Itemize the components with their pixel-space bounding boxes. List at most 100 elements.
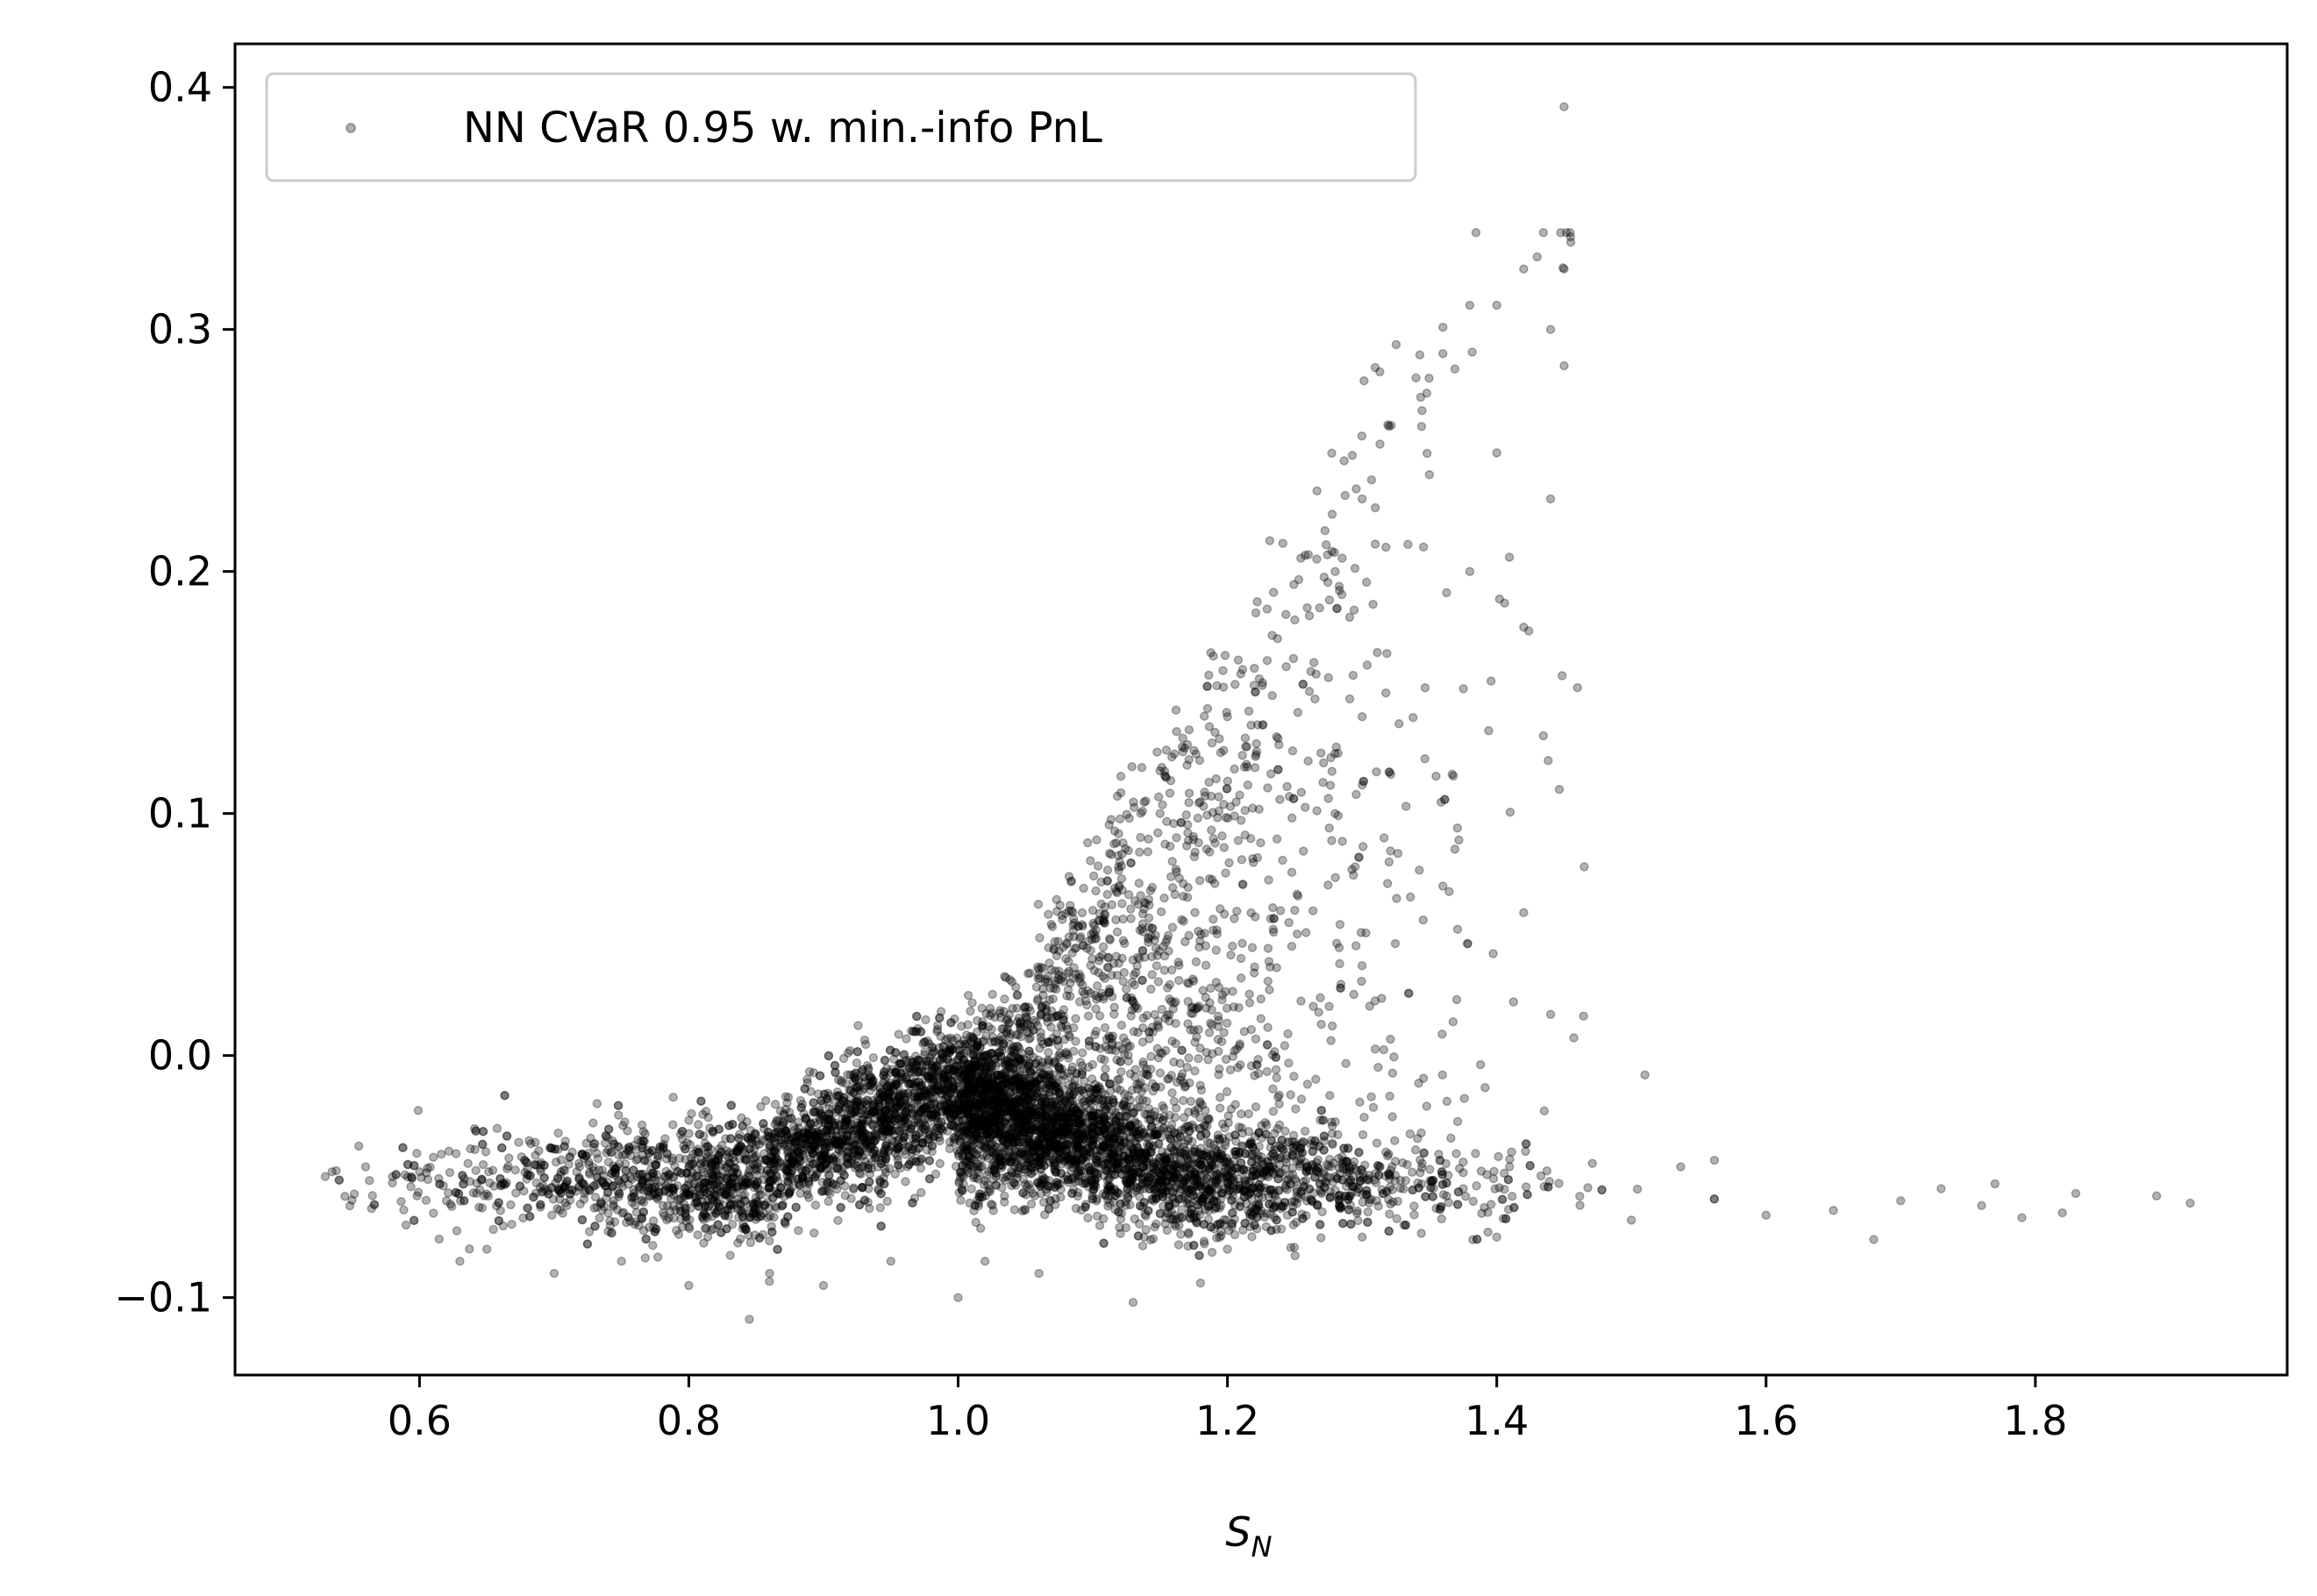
data-point <box>1173 1240 1184 1250</box>
data-point <box>779 1108 789 1118</box>
data-point <box>560 1180 571 1190</box>
data-point <box>534 1146 544 1156</box>
data-point <box>1141 1225 1151 1235</box>
data-point <box>874 1108 884 1118</box>
data-point <box>1177 1213 1187 1222</box>
data-point <box>1373 1201 1383 1211</box>
data-point <box>775 1106 786 1116</box>
data-point <box>1048 1128 1059 1137</box>
data-point <box>964 1101 974 1110</box>
data-point <box>1026 1168 1036 1179</box>
data-point <box>633 1135 643 1145</box>
data-point <box>1477 1208 1486 1218</box>
data-point <box>818 1140 828 1150</box>
data-point <box>819 1127 830 1137</box>
data-point <box>916 1102 927 1112</box>
data-point <box>353 1141 364 1151</box>
data-point <box>903 1103 913 1113</box>
data-point <box>1073 1176 1084 1186</box>
data-point <box>716 1159 727 1170</box>
data-point <box>722 1172 731 1183</box>
data-point <box>859 1195 870 1206</box>
data-point <box>660 1172 670 1182</box>
data-point <box>920 1037 930 1047</box>
data-point <box>590 1192 601 1202</box>
data-point <box>1260 1183 1271 1193</box>
data-point <box>538 1181 548 1191</box>
data-point <box>1172 1173 1182 1183</box>
data-point <box>987 1098 998 1108</box>
data-point <box>1003 1079 1013 1089</box>
data-point <box>1209 1204 1219 1215</box>
data-point <box>1095 1115 1106 1126</box>
data-point <box>747 1136 757 1146</box>
data-point <box>1131 1139 1141 1149</box>
data-point <box>1325 1193 1335 1202</box>
data-point <box>828 1156 838 1165</box>
data-point <box>759 1201 769 1210</box>
data-point <box>1116 1214 1126 1224</box>
data-point <box>928 1107 937 1117</box>
data-point <box>778 1200 788 1210</box>
data-point <box>823 1129 832 1138</box>
data-point <box>891 1079 901 1089</box>
data-point <box>876 1148 886 1158</box>
data-point <box>1192 1196 1201 1206</box>
data-point <box>586 1133 595 1144</box>
data-point <box>1378 1188 1388 1199</box>
data-point <box>931 1111 942 1121</box>
data-point <box>770 1100 781 1109</box>
data-point <box>1425 1165 1435 1174</box>
data-point <box>852 1140 861 1150</box>
data-point <box>906 1157 916 1166</box>
data-point <box>831 1091 842 1101</box>
data-point <box>1151 1174 1161 1185</box>
data-point <box>864 1184 873 1193</box>
data-point <box>896 1113 906 1122</box>
data-point <box>1240 1218 1250 1229</box>
data-point <box>948 1036 959 1045</box>
data-point <box>702 1223 711 1233</box>
data-point <box>1161 1186 1171 1197</box>
data-point <box>869 1136 880 1146</box>
data-point <box>863 1109 873 1120</box>
data-point <box>1554 1179 1564 1188</box>
data-point <box>881 1105 891 1115</box>
data-point <box>732 1144 742 1155</box>
data-point <box>891 1076 902 1087</box>
data-point <box>507 1219 517 1229</box>
data-point <box>873 1129 882 1140</box>
data-point <box>916 1108 926 1117</box>
data-point <box>928 1071 937 1081</box>
data-point <box>1204 1154 1214 1165</box>
data-point <box>593 1153 603 1164</box>
data-point <box>1344 1163 1355 1172</box>
data-point <box>1131 1131 1142 1142</box>
data-point <box>504 1153 514 1163</box>
data-point <box>1199 1219 1209 1229</box>
data-point <box>498 1221 509 1231</box>
data-point <box>855 1146 865 1156</box>
data-point <box>865 1071 874 1080</box>
data-point <box>1164 1208 1173 1218</box>
data-point <box>880 1098 891 1108</box>
data-point <box>1149 1163 1159 1173</box>
data-point <box>706 1161 716 1172</box>
data-point <box>588 1162 598 1172</box>
data-point <box>556 1167 566 1177</box>
data-point <box>1575 1201 1585 1210</box>
data-point <box>709 1179 718 1190</box>
data-point <box>1184 1171 1194 1181</box>
data-point <box>859 1150 869 1160</box>
data-point <box>931 1061 941 1071</box>
data-point <box>1223 1165 1233 1175</box>
data-point <box>835 1090 845 1101</box>
data-point <box>637 1120 647 1130</box>
data-point <box>1272 1215 1281 1225</box>
data-point <box>500 1090 510 1101</box>
data-point <box>1079 1153 1088 1163</box>
data-point <box>745 1237 756 1248</box>
data-point <box>849 1183 859 1193</box>
data-point <box>1317 1207 1327 1217</box>
data-point <box>1223 1179 1232 1189</box>
